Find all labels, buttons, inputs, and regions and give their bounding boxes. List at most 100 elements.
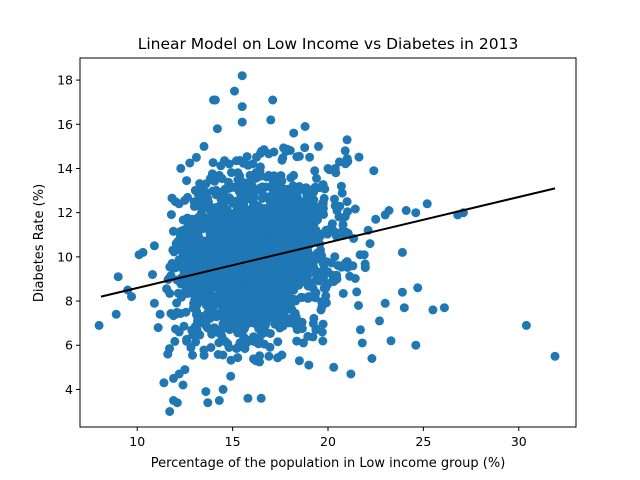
scatter-point	[138, 247, 148, 257]
scatter-point	[223, 271, 233, 281]
scatter-point	[240, 234, 250, 244]
scatter-point	[248, 302, 258, 312]
scatter-point	[226, 355, 236, 365]
scatter-point	[369, 166, 379, 176]
scatter-point	[314, 232, 324, 242]
scatter-point	[166, 210, 176, 220]
scatter-point	[256, 393, 266, 403]
scatter-point	[221, 228, 231, 238]
scatter-point	[211, 312, 221, 322]
scatter-point	[172, 398, 182, 408]
scatter-point	[266, 115, 276, 125]
scatter-point	[237, 182, 246, 192]
fit-layer	[100, 187, 556, 298]
scatter-point	[279, 199, 289, 209]
scatter-point	[317, 327, 327, 337]
scatter-point	[231, 323, 241, 333]
scatter-point	[172, 307, 182, 317]
scatter-point	[225, 281, 235, 291]
scatter-point	[230, 86, 239, 96]
scatter-point	[355, 325, 365, 335]
scatter-point	[223, 246, 233, 256]
scatter-point	[230, 236, 240, 246]
scatter-point	[163, 349, 173, 359]
scatter-point	[273, 337, 283, 347]
scatter-point	[340, 146, 350, 156]
scatter-point	[319, 264, 329, 274]
scatter-point	[250, 201, 260, 211]
scatter-point	[206, 343, 216, 352]
y-tick-label: 6	[65, 338, 73, 353]
scatter-point	[354, 152, 364, 162]
scatter-point	[360, 259, 370, 269]
scatter-point	[234, 224, 244, 233]
scatter-point	[190, 238, 200, 248]
scatter-point	[281, 280, 291, 289]
scatter-point	[341, 227, 351, 237]
scatter-point	[250, 225, 260, 235]
scatter-point	[350, 204, 360, 214]
scatter-point	[185, 260, 194, 269]
scatter-point	[286, 258, 296, 268]
scatter-point	[257, 146, 267, 156]
scatter-point	[371, 214, 381, 224]
scatter-point	[329, 362, 339, 372]
scatter-point	[237, 117, 247, 127]
scatter-point	[227, 168, 236, 178]
scatter-point	[192, 307, 202, 317]
scatter-point	[264, 301, 274, 311]
scatter-point	[203, 398, 213, 408]
scatter-point	[318, 319, 328, 329]
scatter-point	[178, 215, 188, 225]
scatter-point	[341, 258, 351, 268]
scatter-point	[257, 261, 267, 271]
scatter-point	[307, 278, 317, 288]
scatter-point	[300, 265, 310, 275]
scatter-point	[298, 207, 308, 217]
scatter-point	[275, 206, 284, 216]
scatter-point	[399, 303, 409, 313]
scatter-point	[220, 184, 230, 194]
x-tick-label: 20	[320, 434, 336, 449]
scatter-point	[267, 229, 277, 239]
scatter-point	[338, 289, 348, 298]
scatter-point	[182, 336, 192, 346]
scatter-point	[181, 307, 191, 317]
scatter-point	[288, 181, 298, 191]
scatter-point	[255, 289, 265, 299]
scatter-point	[411, 340, 421, 350]
scatter-point	[255, 297, 265, 307]
scatter-point	[197, 221, 207, 231]
scatter-point	[278, 262, 288, 272]
scatter-point	[179, 250, 189, 260]
scatter-point	[261, 182, 271, 192]
scatter-point	[210, 95, 220, 105]
scatter-point	[277, 308, 287, 318]
scatter-point	[211, 185, 221, 195]
scatter-point	[330, 194, 339, 204]
scatter-point	[289, 193, 299, 203]
scatter-point	[261, 327, 271, 337]
y-tick-label: 10	[57, 249, 73, 264]
scatter-point	[335, 201, 345, 211]
x-tick-label: 15	[225, 434, 241, 449]
scatter-point	[337, 188, 347, 198]
scatter-point	[313, 248, 322, 258]
x-tick-label: 10	[129, 434, 145, 449]
scatter-point	[170, 336, 180, 346]
scatter-point	[304, 360, 314, 370]
scatter-point	[346, 369, 356, 379]
scatter-point	[216, 194, 226, 204]
scatter-point	[232, 253, 242, 263]
scatter-point	[303, 331, 313, 341]
scatter-point	[185, 158, 195, 168]
scatter-point	[205, 174, 215, 184]
x-axis-label: Percentage of the population in Low inco…	[151, 456, 506, 471]
scatter-point	[334, 157, 344, 167]
x-tick-label: 25	[415, 434, 431, 449]
scatter-point	[289, 128, 299, 138]
scatter-point	[190, 185, 200, 195]
scatter-point	[214, 253, 224, 263]
scatter-point	[174, 327, 184, 337]
scatter-point	[367, 354, 377, 363]
